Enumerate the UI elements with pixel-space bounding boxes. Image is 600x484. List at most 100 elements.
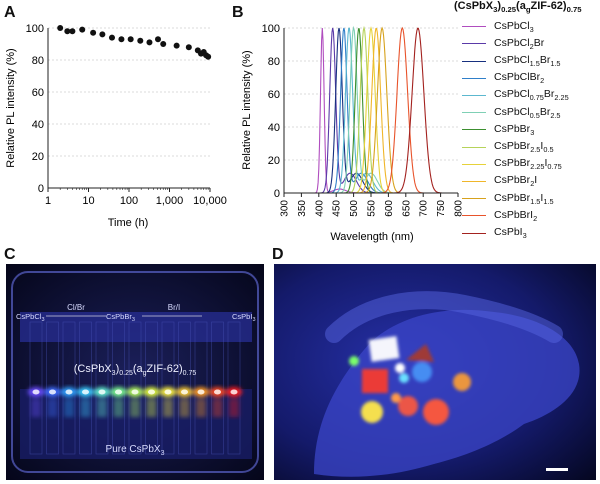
vial-lines <box>29 321 241 455</box>
vial-outline <box>95 321 109 455</box>
vial-outline <box>29 321 43 455</box>
x-tick-label: 100 <box>120 195 138 207</box>
photo-c-vials: Cl/Br Br/I CsPbCl3 CsPbBr3 CsPbI3 (CsPbX… <box>6 264 264 480</box>
vial-reflection <box>97 399 107 417</box>
glass-disc-blue <box>412 362 432 382</box>
x-tick-label: 10,000 <box>193 195 227 207</box>
legend-entry: CsPbCl0.75Br2.25 <box>462 87 600 104</box>
x-tick-label: 650 <box>401 200 412 217</box>
label-cspbcl3: CsPbCl3 <box>16 312 45 323</box>
y-tick-label: 40 <box>32 119 44 131</box>
legend-entry: CsPbBrI2 <box>462 207 600 224</box>
vial-core <box>131 389 139 395</box>
legend-title-sub: 3 <box>493 5 498 15</box>
vial-reflection <box>31 399 41 417</box>
vial-core <box>197 389 205 395</box>
x-tick-label: 600 <box>384 200 395 217</box>
vial-glow <box>28 387 242 417</box>
chart-a-grid <box>48 27 210 189</box>
legend-title-sub: 0.75 <box>566 5 582 15</box>
label-cl-br: Cl/Br <box>67 303 85 312</box>
panel-label-a: A <box>4 4 16 21</box>
vial-core <box>214 389 221 395</box>
vial-outline <box>112 321 125 455</box>
vial-core <box>164 389 172 395</box>
vial-core <box>49 389 56 395</box>
legend-title: (CsPbX3)0.25(agZIF-62)0.75 <box>454 0 600 14</box>
legend-title-part: ZIF-62) <box>530 0 567 12</box>
label-cspbi3: CsPbI3 <box>232 312 256 323</box>
vial-outline <box>145 321 158 455</box>
chart-a-xlabel: Time (h) <box>108 217 149 229</box>
glass-disc-yellow <box>361 401 383 423</box>
vial-dots <box>32 389 238 395</box>
chart-b-axes: 0 20 40 60 80 100 300 350 400 450 500 550 600 650 700 7… <box>262 23 465 217</box>
panel-label-b: B <box>232 4 244 21</box>
legend-items: CsPbCl3 CsPbCl2Br CsPbCl1.5Br1.5 CsPbClBr2 C… <box>462 18 600 241</box>
legend-entry: CsPbBr1.5I1.5 <box>462 190 600 207</box>
y-tick-label: 100 <box>26 23 44 35</box>
chart-b-spectra: 0 20 40 60 80 100 300 350 400 450 500 550 600 650 700 7… <box>241 23 465 243</box>
panel-label-c: C <box>4 246 16 263</box>
y-tick-label: 60 <box>32 87 44 99</box>
vial-outline <box>62 321 76 455</box>
vial-core <box>230 389 238 395</box>
legend-swatch <box>462 26 486 28</box>
y-tick-label: 0 <box>38 183 44 195</box>
photo-d-hand <box>274 264 596 480</box>
vial-core <box>98 389 106 395</box>
legend-label: CsPbCl3 <box>494 19 534 34</box>
legend-swatch <box>462 215 486 217</box>
vial-outline <box>227 321 241 455</box>
vial-outline <box>161 321 175 455</box>
data-point <box>137 37 144 44</box>
vial-outline <box>194 321 208 455</box>
legend-entry: CsPbBr2.5I0.5 <box>462 139 600 156</box>
legend-swatch <box>462 77 486 79</box>
y-tick-label: 100 <box>262 23 280 35</box>
y-tick-label: 20 <box>268 155 280 167</box>
x-tick-label: 800 <box>454 200 465 217</box>
label-composite: (CsPbX3)0.25(agZIF-62)0.75 <box>74 363 197 377</box>
legend-swatch <box>462 232 486 234</box>
vial-reflection <box>229 399 239 417</box>
vial-reflection <box>64 399 74 417</box>
vial-reflection <box>196 399 206 417</box>
legend-label: CsPbI3 <box>494 225 527 241</box>
glass-dot-green <box>349 356 359 366</box>
vial-row-top <box>20 312 252 342</box>
legend-swatch <box>462 180 486 182</box>
glove-fingers <box>325 291 563 343</box>
chart-a-axes: 0 20 40 60 80 100 1 10 100 1,000 10,000 <box>26 23 227 207</box>
legend-label: CsPbBr1.5I1.5 <box>494 191 554 206</box>
data-point <box>205 53 212 60</box>
legend-entry: CsPbCl3 <box>462 18 600 35</box>
legend-label: CsPbBr2I <box>494 174 538 189</box>
data-point <box>154 36 161 43</box>
data-point <box>173 42 180 49</box>
data-point <box>127 36 134 43</box>
glass-pieces <box>349 336 471 425</box>
legend-entry: CsPbBr2.25I0.75 <box>462 156 600 173</box>
glass-square-red <box>362 369 388 393</box>
y-tick-label: 20 <box>32 151 44 163</box>
legend-swatch <box>462 129 486 131</box>
vial-core <box>32 389 40 395</box>
vial-core <box>82 389 89 395</box>
chart-b-lines <box>284 25 458 194</box>
legend-label: CsPbBrI2 <box>494 208 538 223</box>
legend-entry: CsPbBr2I <box>462 173 600 190</box>
legend-title-part: ) <box>497 0 502 12</box>
y-tick-label: 80 <box>268 56 280 68</box>
x-tick-label: 1,000 <box>156 195 184 207</box>
glass-disc-orange <box>453 373 471 391</box>
data-point <box>99 31 106 38</box>
chart-a-points <box>57 25 212 60</box>
label-br-i: Br/I <box>168 303 180 312</box>
data-point <box>108 34 115 41</box>
legend-entry: CsPbCl1.5Br1.5 <box>462 53 600 70</box>
vial-outline <box>79 321 92 455</box>
vial-reflection <box>212 399 223 417</box>
vial-reflection <box>47 399 58 417</box>
glass-triangle <box>406 344 434 362</box>
